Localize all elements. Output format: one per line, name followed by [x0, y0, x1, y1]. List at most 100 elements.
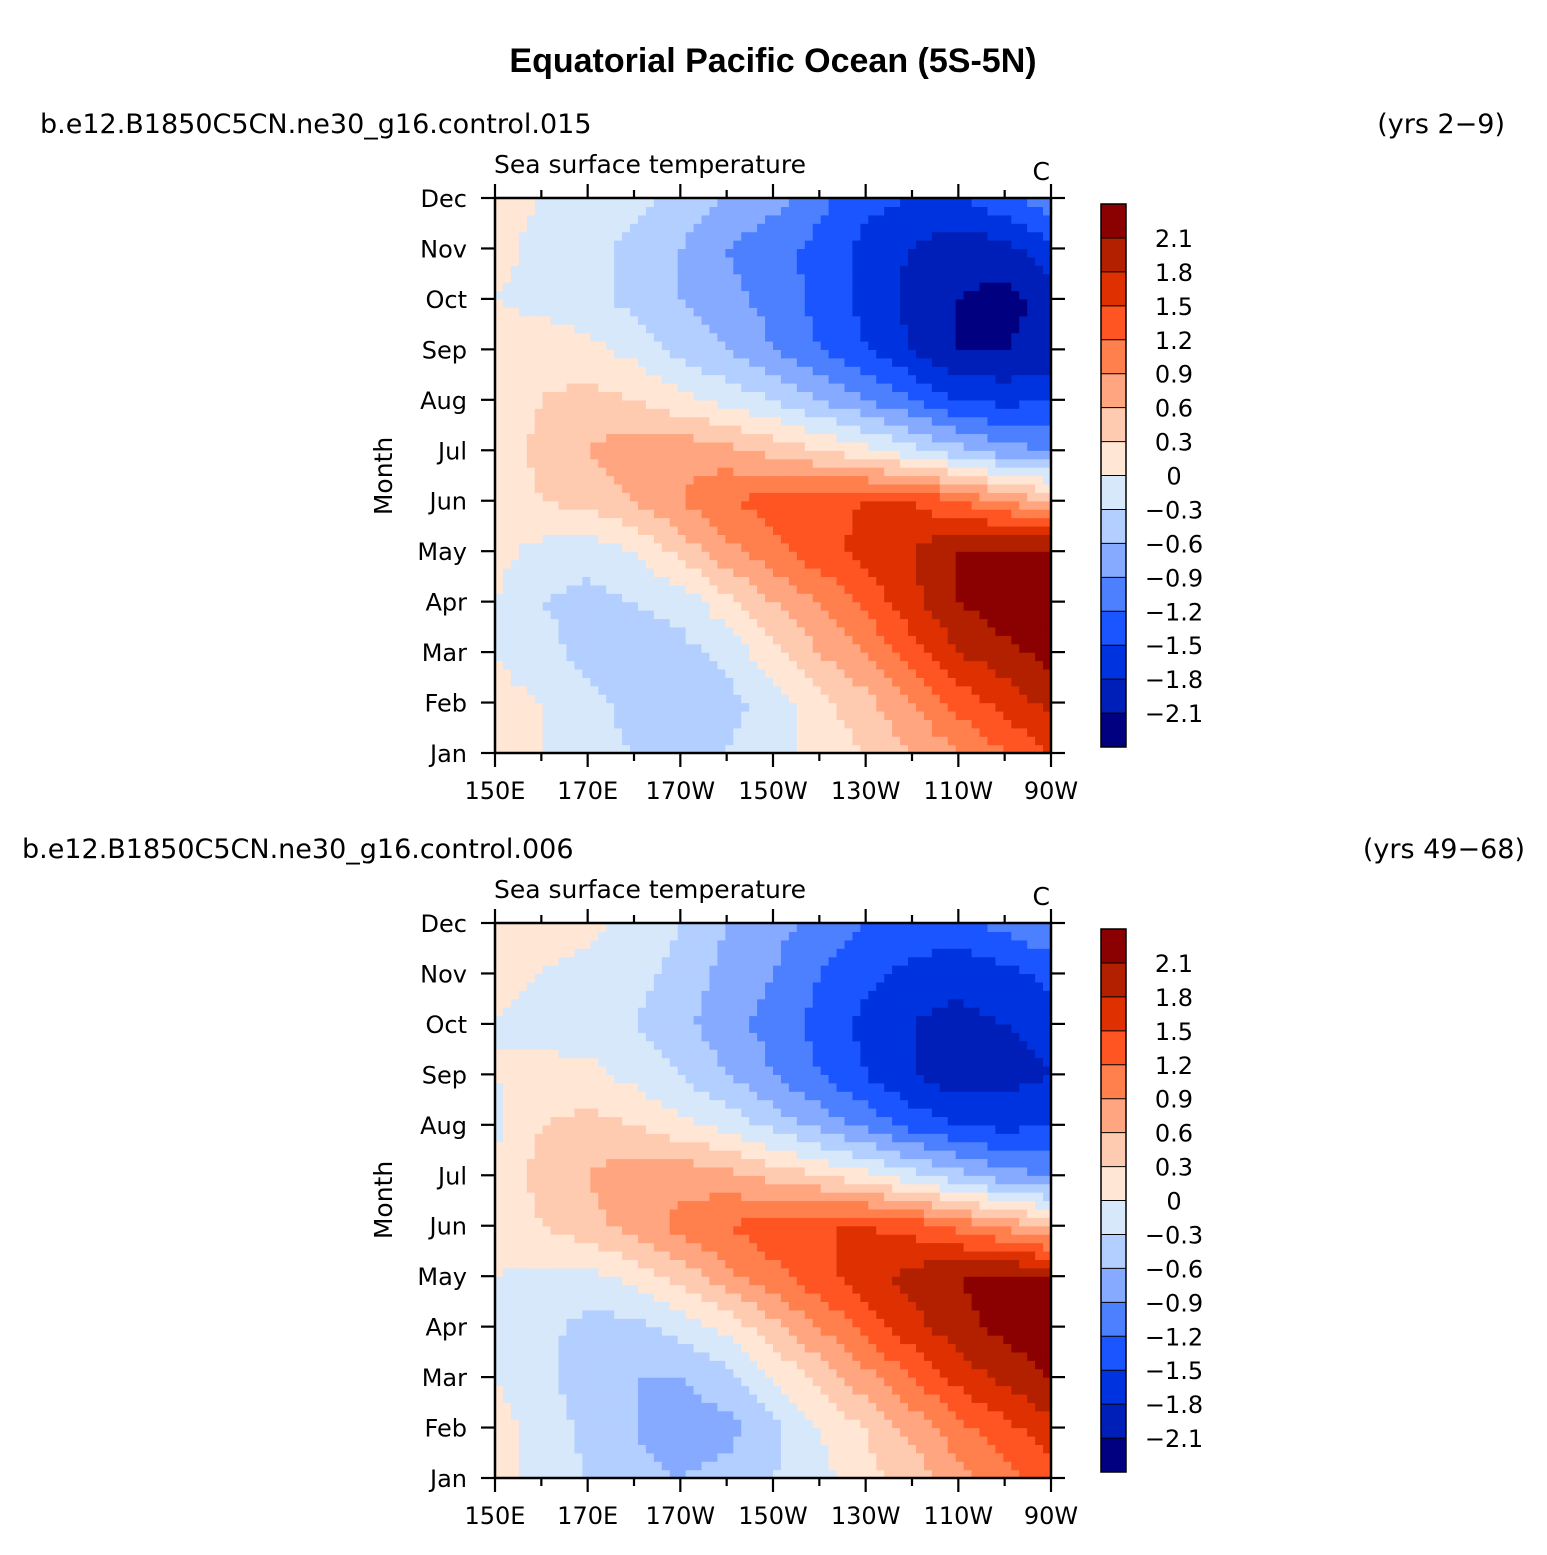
contour-cell [797, 610, 806, 619]
contour-cell [519, 417, 528, 426]
contour-cell [900, 232, 909, 241]
contour-cell [837, 610, 846, 619]
contour-cell [694, 703, 703, 712]
contour-cell [535, 408, 544, 417]
contour-cell [852, 198, 861, 207]
contour-cell [678, 299, 687, 308]
contour-cell [972, 299, 981, 308]
contour-cell [598, 215, 607, 224]
contour-cell [717, 576, 726, 585]
contour-cell [598, 719, 607, 728]
contour-cell [590, 232, 599, 241]
contour-cell [956, 232, 965, 241]
contour-cell [551, 476, 560, 485]
contour-cell [876, 719, 885, 728]
contour-cell [638, 492, 647, 501]
contour-cell [797, 703, 806, 712]
contour-cell [1003, 299, 1012, 308]
contour-cell [844, 248, 853, 257]
x-tick-label: 110W [924, 777, 994, 805]
contour-cell [749, 1444, 758, 1453]
contour-cell [582, 719, 591, 728]
contour-cell [559, 198, 568, 207]
contour-cell [654, 307, 663, 316]
contour-cell [932, 728, 941, 737]
contour-cell [1011, 618, 1020, 627]
contour-cell [733, 291, 742, 300]
contour-cell [884, 686, 893, 695]
contour-cell [1027, 509, 1036, 518]
contour-cell [789, 1461, 798, 1470]
contour-cell [1003, 307, 1012, 316]
contour-cell [559, 1461, 568, 1470]
contour-cell [566, 282, 575, 291]
contour-cell [916, 282, 925, 291]
contour-cell [987, 299, 996, 308]
contour-cell [1035, 526, 1044, 535]
contour-cell [574, 551, 583, 560]
contour-cell [781, 560, 790, 569]
contour-cell [972, 408, 981, 417]
contour-cell [614, 509, 623, 518]
contour-cell [900, 669, 909, 678]
contour-cell [829, 248, 838, 257]
contour-cell [543, 307, 552, 316]
contour-cell [892, 274, 901, 283]
contour-cell [598, 433, 607, 442]
contour-cell [678, 383, 687, 392]
contour-cell [511, 265, 520, 274]
contour-cell [1027, 711, 1036, 720]
contour-cell [709, 484, 718, 493]
contour-cell [551, 669, 560, 678]
contour-cell [924, 257, 933, 266]
contour-cell [964, 450, 973, 459]
contour-cell [757, 661, 766, 670]
contour-cell [980, 551, 989, 560]
contour-cell [789, 417, 798, 426]
contour-cell [860, 610, 869, 619]
contour-cell [551, 400, 560, 409]
contour-cell [543, 400, 552, 409]
contour-cell [678, 375, 687, 384]
contour-cell [511, 467, 520, 476]
contour-cell [844, 383, 853, 392]
contour-cell [900, 560, 909, 569]
contour-cell [670, 232, 679, 241]
contour-cell [916, 232, 925, 241]
contour-cell [805, 299, 814, 308]
contour-cell [582, 467, 591, 476]
contour-cell [646, 425, 655, 434]
contour-cell [670, 694, 679, 703]
contour-cell [964, 417, 973, 426]
contour-cell [543, 703, 552, 712]
contour-cell [1027, 719, 1036, 728]
contour-cell [670, 602, 679, 611]
contour-cell [535, 417, 544, 426]
contour-cell [725, 1461, 734, 1470]
contour-cell [940, 206, 949, 215]
contour-cell [654, 391, 663, 400]
contour-cell [948, 492, 957, 501]
contour-cell [757, 442, 766, 451]
contour-cell [1027, 198, 1036, 207]
contour-cell [852, 694, 861, 703]
contour-cell [662, 358, 671, 367]
contour-cell [495, 408, 504, 417]
contour-cell [987, 417, 996, 426]
contour-cell [884, 534, 893, 543]
contour-cell [995, 257, 1004, 266]
contour-cell [694, 299, 703, 308]
contour-cell [829, 610, 838, 619]
contour-cell [590, 644, 599, 653]
contour-cell [511, 257, 520, 266]
contour-cell [813, 602, 822, 611]
contour-cell [868, 265, 877, 274]
contour-cell [590, 459, 599, 468]
contour-cell [543, 576, 552, 585]
contour-cell [884, 450, 893, 459]
contour-cell [725, 728, 734, 737]
contour-cell [646, 400, 655, 409]
panel-1-variable: Sea surface temperature [494, 150, 806, 179]
contour-cell [551, 459, 560, 468]
contour-cell [694, 669, 703, 678]
